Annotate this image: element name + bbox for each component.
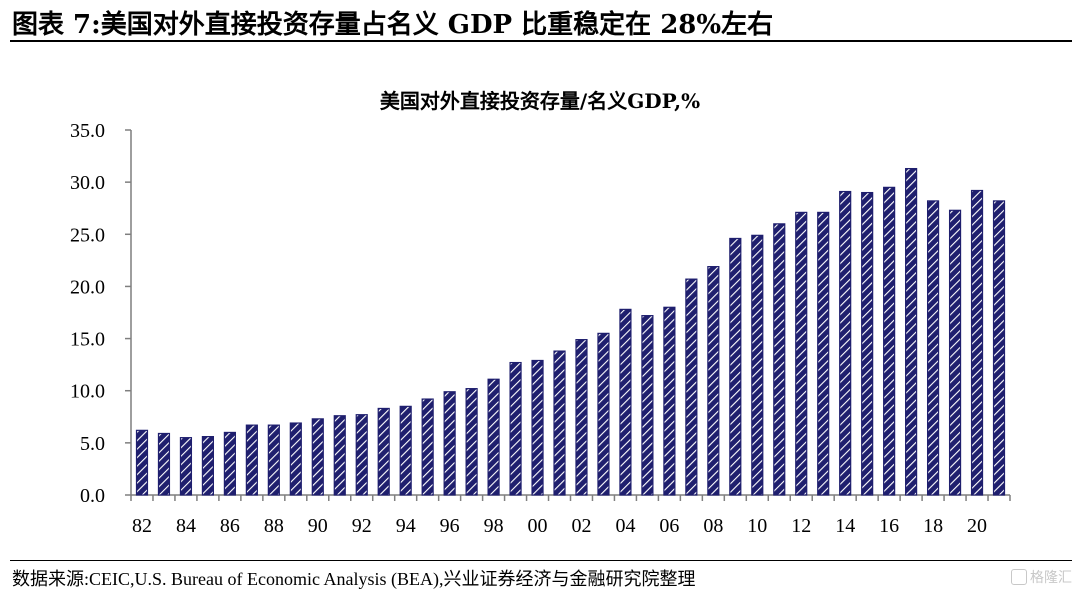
bar-00 bbox=[531, 359, 544, 496]
bar-95 bbox=[421, 398, 434, 496]
bar-19 bbox=[948, 209, 962, 496]
bar-96 bbox=[443, 391, 456, 496]
source-note: 数据来源:CEIC,U.S. Bureau of Economic Analys… bbox=[12, 569, 696, 589]
bar-13 bbox=[817, 211, 830, 496]
y-axis: 0.0 5.0 10.0 15.0 20.0 25.0 30.0 35.0 bbox=[70, 120, 132, 507]
bar-18 bbox=[926, 200, 940, 496]
bar-92 bbox=[355, 414, 368, 496]
bar-91 bbox=[333, 415, 346, 496]
bar-97 bbox=[465, 388, 478, 496]
x-tick-label: 20 bbox=[967, 515, 987, 537]
x-tick-label: 06 bbox=[659, 515, 679, 537]
bar-21 bbox=[992, 200, 1006, 496]
bar-08 bbox=[707, 266, 720, 496]
bar-chart: 0.0 5.0 10.0 15.0 20.0 25.0 30.0 35.0 82 84 86 88 9… bbox=[70, 120, 1011, 537]
bar-86 bbox=[223, 431, 236, 496]
bar-84 bbox=[179, 437, 193, 496]
bar-93 bbox=[377, 407, 390, 496]
x-tick-label: 92 bbox=[352, 515, 372, 537]
bar-03 bbox=[597, 332, 610, 496]
bar-15 bbox=[861, 191, 874, 496]
bar-85 bbox=[201, 436, 215, 496]
bar-06 bbox=[663, 306, 676, 496]
bar-89 bbox=[289, 422, 302, 496]
bar-12 bbox=[795, 211, 808, 496]
x-tick-label: 14 bbox=[835, 515, 855, 537]
bar-14 bbox=[839, 190, 852, 496]
x-tick-label: 98 bbox=[484, 515, 504, 537]
y-tick-label: 10.0 bbox=[70, 381, 105, 403]
y-tick-label: 35.0 bbox=[70, 120, 105, 142]
bar-09 bbox=[729, 237, 742, 496]
bar-94 bbox=[399, 405, 412, 496]
x-tick-label: 08 bbox=[703, 515, 723, 537]
footer-rule bbox=[10, 560, 1072, 561]
figure-title: 图表 7:美国对外直接投资存量占名义 GDP 比重稳定在 28%左右 bbox=[12, 10, 774, 40]
bar-16 bbox=[883, 186, 896, 496]
bar-10 bbox=[751, 234, 764, 496]
bars bbox=[135, 167, 1006, 496]
chart-title: 美国对外直接投资存量/名义GDP,% bbox=[379, 89, 701, 113]
bar-88 bbox=[267, 424, 280, 496]
bar-17 bbox=[905, 167, 918, 496]
bar-01 bbox=[553, 350, 566, 496]
bar-99 bbox=[509, 361, 522, 496]
watermark: 格隆汇 bbox=[1011, 567, 1072, 587]
y-tick-label: 20.0 bbox=[70, 276, 105, 298]
y-tick-label: 5.0 bbox=[80, 433, 105, 455]
x-axis: 82 84 86 88 90 92 94 96 98 00 02 04 06 08 10 12 14 16 18 20 bbox=[130, 494, 1011, 537]
x-tick-label: 90 bbox=[308, 515, 328, 537]
x-tick-label: 18 bbox=[923, 515, 943, 537]
x-tick-label: 96 bbox=[440, 515, 460, 537]
x-tick-label: 88 bbox=[264, 515, 284, 537]
x-tick-label: 10 bbox=[747, 515, 767, 537]
bar-98 bbox=[487, 378, 500, 496]
bar-82 bbox=[135, 429, 149, 496]
x-tick-label: 94 bbox=[396, 515, 416, 537]
bar-02 bbox=[575, 339, 588, 496]
x-tick-label: 04 bbox=[615, 515, 635, 537]
x-tick-label: 00 bbox=[528, 515, 548, 537]
bar-05 bbox=[641, 315, 654, 496]
bar-04 bbox=[619, 308, 632, 496]
bar-11 bbox=[773, 223, 786, 496]
y-tick-label: 25.0 bbox=[70, 224, 105, 246]
y-tick-label: 15.0 bbox=[70, 329, 105, 351]
bar-07 bbox=[685, 278, 698, 496]
x-tick-label: 12 bbox=[791, 515, 811, 537]
bar-83 bbox=[157, 432, 171, 496]
watermark-logo-icon bbox=[1011, 569, 1027, 585]
bar-87 bbox=[245, 424, 258, 496]
bar-20 bbox=[970, 189, 984, 496]
x-tick-label: 02 bbox=[571, 515, 591, 537]
watermark-text: 格隆汇 bbox=[1030, 570, 1072, 586]
x-tick-label: 86 bbox=[220, 515, 240, 537]
x-tick-label: 16 bbox=[879, 515, 899, 537]
bar-90 bbox=[311, 418, 324, 496]
x-tick-label: 84 bbox=[176, 515, 196, 537]
x-tick-label: 82 bbox=[132, 515, 152, 537]
y-tick-label: 30.0 bbox=[70, 172, 105, 194]
figure-header: 图表 7:美国对外直接投资存量占名义 GDP 比重稳定在 28%左右 bbox=[0, 0, 1080, 44]
header-rule bbox=[10, 40, 1072, 42]
y-tick-label: 0.0 bbox=[80, 485, 105, 507]
